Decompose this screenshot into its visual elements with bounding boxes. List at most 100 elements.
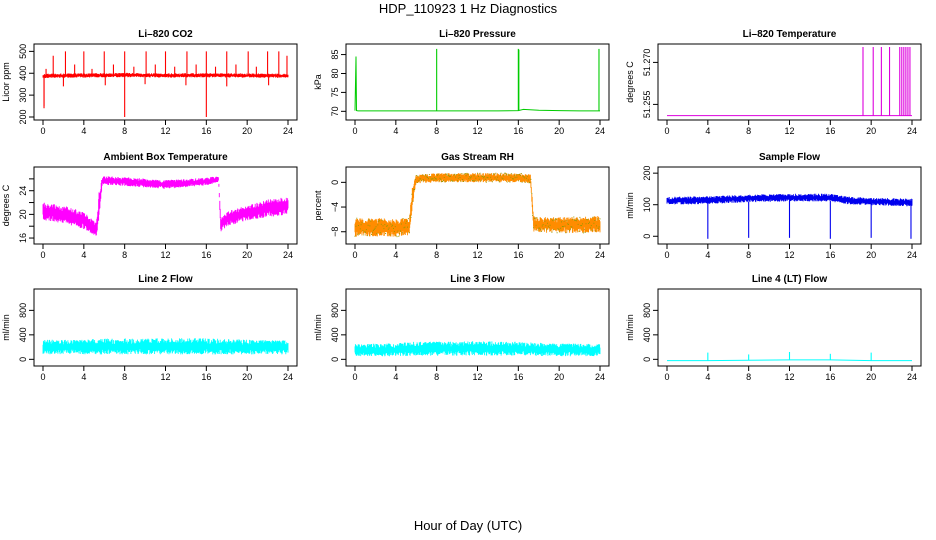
x-tick-label: 24 xyxy=(283,250,293,260)
y-tick-label: 0 xyxy=(642,357,652,362)
chart-title: Li–820 CO2 xyxy=(138,29,193,40)
x-tick-label: 20 xyxy=(554,250,564,260)
panel-line3: Line 3 Flow ml/min 0 4 8 12 16 20 24 0 400 800 xyxy=(313,274,610,382)
y-tick-label: 100 xyxy=(642,197,652,212)
x-tick-label: 24 xyxy=(595,372,605,382)
x-tick-label: 16 xyxy=(201,250,211,260)
y-tick-label: −8 xyxy=(330,227,340,237)
y-tick-label: 51.270 xyxy=(642,49,652,77)
x-tick-label: 12 xyxy=(784,372,794,382)
x-tick-label: 4 xyxy=(705,126,710,136)
x-tick-label: 16 xyxy=(825,372,835,382)
y-axis-label: percent xyxy=(313,190,323,221)
x-tick-label: 4 xyxy=(81,126,86,136)
x-tick-label: 8 xyxy=(746,250,751,260)
data-series xyxy=(666,193,913,239)
x-tick-label: 12 xyxy=(472,250,482,260)
x-tick-label: 4 xyxy=(81,372,86,382)
x-tick-label: 0 xyxy=(40,372,45,382)
chart-title: Line 2 Flow xyxy=(138,274,193,285)
x-tick-label: 8 xyxy=(434,126,439,136)
y-axis-label: degrees C xyxy=(1,184,11,226)
x-tick-label: 8 xyxy=(122,250,127,260)
x-tick-label: 8 xyxy=(746,126,751,136)
data-series xyxy=(667,47,912,117)
y-axis-label: ml/min xyxy=(313,314,323,341)
x-tick-label: 20 xyxy=(866,372,876,382)
x-tick-label: 24 xyxy=(907,372,917,382)
x-axis-title: Hour of Day (UTC) xyxy=(413,518,523,533)
x-tick-label: 0 xyxy=(40,250,45,260)
x-tick-label: 12 xyxy=(160,372,170,382)
chart-title: Line 3 Flow xyxy=(450,274,505,285)
x-tick-label: 4 xyxy=(393,372,398,382)
data-series xyxy=(42,176,289,236)
x-tick-label: 20 xyxy=(866,250,876,260)
x-tick-label: 16 xyxy=(825,250,835,260)
x-tick-label: 12 xyxy=(160,250,170,260)
x-tick-label: 12 xyxy=(784,250,794,260)
x-tick-label: 8 xyxy=(434,250,439,260)
x-tick-label: 20 xyxy=(242,372,252,382)
x-tick-label: 12 xyxy=(472,126,482,136)
x-tick-label: 16 xyxy=(513,372,523,382)
y-axis-label: Licor ppm xyxy=(1,62,11,102)
y-tick-label: 20 xyxy=(18,209,28,219)
plot-frame xyxy=(345,43,610,121)
data-band-band xyxy=(42,338,289,355)
x-tick-label: 4 xyxy=(705,372,710,382)
data-series xyxy=(42,338,289,355)
panel-temp: Li–820 Temperature degrees C 0 4 8 12 16 20 24 51… xyxy=(625,29,922,136)
y-axis-label: ml/min xyxy=(625,192,635,219)
y-tick-label: 800 xyxy=(330,303,340,318)
page-title: HDP_110923 1 Hz Diagnostics xyxy=(378,1,558,16)
panel-rh: Gas Stream RH percent 0 4 8 12 16 20 24 −8 −4 0 xyxy=(313,152,610,260)
y-tick-label: 400 xyxy=(642,327,652,342)
chart-title: Li–820 Pressure xyxy=(439,29,516,40)
data-line-base xyxy=(667,359,912,362)
x-tick-label: 4 xyxy=(393,126,398,136)
x-tick-label: 16 xyxy=(513,126,523,136)
chart-title: Line 4 (LT) Flow xyxy=(752,274,828,285)
y-tick-label: 0 xyxy=(330,180,340,185)
panel-pressure: Li–820 Pressure kPa 0 4 8 12 16 20 24 70 75 80 85 xyxy=(313,29,610,136)
data-band-band xyxy=(666,193,913,207)
x-tick-label: 8 xyxy=(122,372,127,382)
y-tick-label: 200 xyxy=(18,109,28,124)
x-tick-label: 0 xyxy=(352,126,357,136)
x-tick-label: 24 xyxy=(907,250,917,260)
y-axis-label: kPa xyxy=(313,74,323,90)
x-tick-label: 0 xyxy=(664,126,669,136)
y-tick-label: 800 xyxy=(642,303,652,318)
x-tick-label: 16 xyxy=(201,126,211,136)
x-tick-label: 24 xyxy=(595,250,605,260)
y-axis-label: degrees C xyxy=(625,61,635,103)
plot-frame xyxy=(33,288,298,367)
chart-title: Gas Stream RH xyxy=(441,152,514,163)
data-line-base xyxy=(354,56,600,112)
x-tick-label: 0 xyxy=(664,250,669,260)
y-axis-label: ml/min xyxy=(1,314,11,341)
y-tick-label: 200 xyxy=(642,166,652,181)
x-tick-label: 12 xyxy=(472,372,482,382)
x-tick-label: 16 xyxy=(201,372,211,382)
y-tick-label: 70 xyxy=(330,106,340,116)
y-tick-label: 80 xyxy=(330,68,340,78)
x-tick-label: 16 xyxy=(825,126,835,136)
panel-ambient: Ambient Box Temperature degrees C 0 4 8 12 16 2… xyxy=(1,152,298,260)
x-tick-label: 8 xyxy=(746,372,751,382)
data-band-band xyxy=(42,176,289,236)
x-tick-label: 12 xyxy=(160,126,170,136)
x-tick-label: 20 xyxy=(554,372,564,382)
x-tick-label: 24 xyxy=(283,126,293,136)
x-tick-label: 12 xyxy=(784,126,794,136)
panel-line4: Line 4 (LT) Flow ml/min 0 4 8 12 16 20 24 0 400 800 xyxy=(625,274,922,382)
y-tick-label: 800 xyxy=(18,303,28,318)
y-tick-label: 0 xyxy=(18,357,28,362)
data-series xyxy=(354,341,601,357)
x-tick-label: 20 xyxy=(554,126,564,136)
x-tick-label: 20 xyxy=(242,126,252,136)
x-tick-label: 0 xyxy=(664,372,669,382)
y-tick-label: 16 xyxy=(18,233,28,243)
